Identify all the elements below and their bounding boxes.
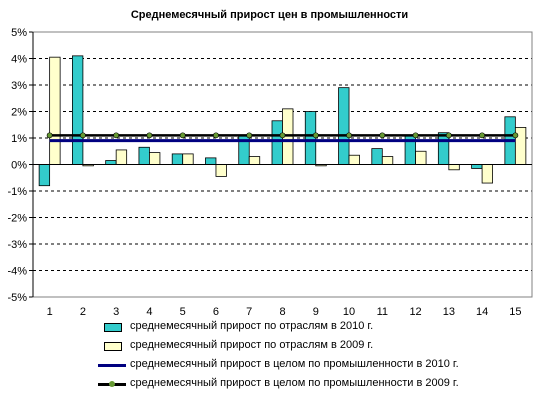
chart-title: Среднемесячный прирост цен в промышленно… [130,9,409,21]
legend-label-line-2009: среднемесячный прирост в целом по промыш… [130,377,459,389]
chart-plot: 5%4%3%2%1%0%-1%-2%-3%-4%-5%1 2 3 4 5 6 7 8 9 10 11… [7,27,533,318]
bar-2010 [338,87,350,165]
bar-2009 [115,149,128,165]
bar-2009 [248,156,261,165]
point-2009 [312,132,319,139]
y-tick-label: -2% [7,213,27,225]
y-tick-label: 0% [11,160,27,172]
bar-2009 [182,153,194,165]
bar-2010 [138,146,150,165]
point-2009 [412,132,419,139]
x-tick-label: 12 [409,306,421,318]
y-tick-label: 4% [11,54,27,66]
bar-2009 [381,156,394,165]
x-tick-label: 14 [476,306,488,318]
x-tick-label: 4 [146,306,152,318]
legend-swatch-bars-2009 [104,342,122,351]
point-2009 [179,132,186,139]
y-tick-label: -1% [7,186,27,198]
y-tick-label: -5% [7,292,27,304]
bar-2009 [49,56,61,165]
point-2009 [346,132,352,139]
legend-item-bars-2009: среднемесячный прирост по отраслям в 200… [98,337,528,356]
legend-item-line-2010: среднемесячный прирост в целом по промыш… [98,356,528,375]
bar-2010 [171,153,184,165]
y-tick-label: 2% [11,107,27,119]
bar-2010 [105,160,117,165]
bar-2009 [149,152,161,165]
legend-label-bars-2009: среднемесячный прирост по отраслям в 200… [130,339,374,351]
legend-swatch-line-2010 [98,364,126,367]
point-2009 [279,132,286,139]
y-tick-label: -3% [7,239,27,251]
y-tick-label: -4% [7,266,27,278]
point-2009 [512,132,519,139]
y-tick-label: 3% [11,80,27,92]
legend-swatch-bars-2010 [104,323,122,332]
point-2009 [213,132,219,139]
point-2009 [80,132,86,139]
bar-2009 [481,164,494,184]
legend-item-line-2009: среднемесячный прирост в целом по промыш… [98,375,528,394]
x-tick-label: 5 [180,306,186,318]
bar-2009 [348,154,360,165]
x-tick-label: 15 [509,306,521,318]
point-2009 [479,132,485,139]
legend-item-bars-2010: среднемесячный прирост по отраслям в 201… [98,318,528,337]
x-tick-label: 7 [246,306,252,318]
legend-marker-line-2009 [109,381,115,387]
x-tick-label: 8 [279,306,285,318]
x-tick-label: 13 [443,306,455,318]
bar-2010 [471,164,483,169]
y-tick-label: 5% [11,27,27,39]
point-2009 [246,132,253,139]
bar-2010 [304,111,317,165]
point-2009 [113,132,120,139]
point-2009 [146,132,153,139]
x-tick-label: 3 [113,306,119,318]
bar-2009 [415,150,427,165]
bar-2010 [72,55,84,165]
bar-2010 [271,120,283,165]
point-2009 [379,132,386,139]
legend-label-bars-2010: среднемесячный прирост по отраслям в 201… [130,320,374,332]
legend-label-line-2010: среднемесячный прирост в целом по промыш… [130,358,459,370]
point-2009 [46,132,53,139]
point-2009 [445,132,452,139]
legend: среднемесячный прирост по отраслям в 201… [98,318,528,394]
x-tick-label: 10 [343,306,355,318]
x-tick-label: 2 [80,306,86,318]
y-tick-label: 1% [11,133,27,145]
x-tick-label: 6 [213,306,219,318]
x-tick-label: 11 [377,306,388,318]
bar-2010 [205,157,217,165]
bar-2009 [448,164,460,171]
x-tick-label: 1 [47,306,53,318]
bar-2010 [371,148,383,165]
x-tick-label: 9 [313,306,319,318]
bar-2010 [38,164,51,187]
bar-2009 [215,164,227,177]
